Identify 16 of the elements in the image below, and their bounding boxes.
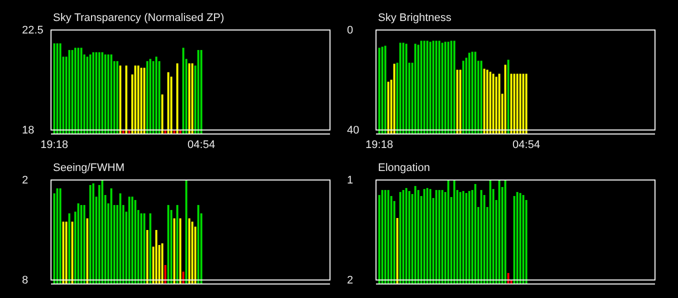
x-tick-label: 19:18 — [366, 138, 394, 151]
chart-title: Sky Brightness — [378, 12, 452, 24]
y-tick-label: 18 — [22, 124, 34, 137]
chart-title: Seeing/FWHM — [53, 162, 125, 174]
x-tick-label: 19:18 — [40, 138, 68, 151]
y-tick-label: 8 — [22, 274, 28, 287]
x-tick-label: 04:54 — [188, 138, 216, 151]
x-tick-label: 04:54 — [512, 138, 540, 151]
y-tick-label: 2 — [347, 274, 354, 287]
chart-title: Elongation — [378, 162, 430, 174]
y-tick-label: 0 — [347, 24, 354, 37]
chart-title: Sky Transparency (Normalised ZP) — [53, 12, 224, 24]
y-tick-label: 2 — [22, 174, 28, 187]
y-tick-label: 22.5 — [22, 24, 44, 37]
y-tick-label: 1 — [347, 174, 354, 187]
y-tick-label: 40 — [347, 124, 360, 137]
